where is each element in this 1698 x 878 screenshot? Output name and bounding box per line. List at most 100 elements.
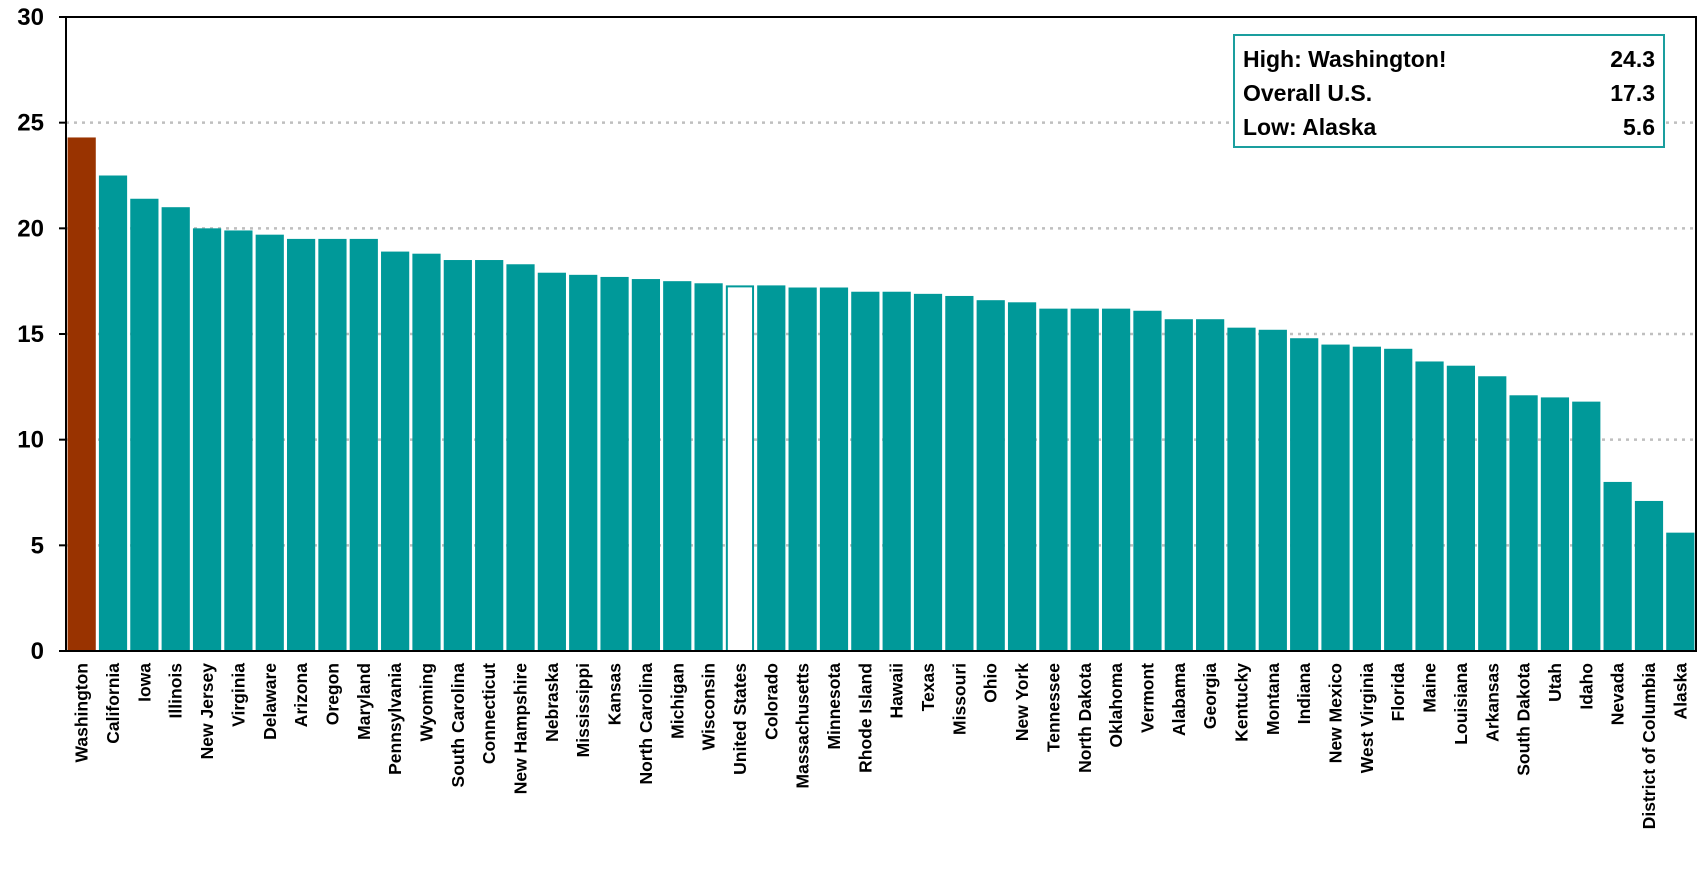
legend-value: 17.3 xyxy=(1610,80,1655,106)
y-tick-label: 30 xyxy=(17,4,44,31)
bar xyxy=(318,238,347,651)
bar xyxy=(1572,401,1601,651)
bar xyxy=(976,300,1005,651)
bar xyxy=(1634,500,1664,651)
x-tick-label: Wyoming xyxy=(416,663,436,741)
bar xyxy=(851,291,880,651)
x-tick-label: Hawaii xyxy=(887,663,907,718)
x-tick-label: North Dakota xyxy=(1075,663,1095,773)
y-tick-label: 5 xyxy=(31,532,44,559)
x-tick-label: California xyxy=(103,663,123,744)
x-tick-label: North Carolina xyxy=(636,663,656,785)
x-tick-label: Oregon xyxy=(322,663,342,725)
bar xyxy=(381,251,410,651)
bar xyxy=(600,276,629,651)
bar xyxy=(1478,376,1507,651)
x-tick-label: United States xyxy=(730,663,750,775)
x-tick-label: Kansas xyxy=(605,663,625,726)
bar xyxy=(1039,308,1068,651)
legend-row-low: Low: Alaska 5.6 xyxy=(1243,110,1655,144)
x-tick-label: Delaware xyxy=(260,663,280,740)
x-tick-label: Alabama xyxy=(1169,663,1189,736)
y-tick-label: 10 xyxy=(17,427,44,454)
x-tick-label: Missouri xyxy=(949,663,969,735)
x-tick-label: Pennsylvania xyxy=(385,663,405,775)
bar xyxy=(1446,365,1476,651)
bar xyxy=(1227,327,1256,651)
legend-value: 5.6 xyxy=(1623,114,1655,140)
x-tick-label: Illinois xyxy=(166,663,186,719)
bar xyxy=(694,283,723,651)
x-tick-label: Virginia xyxy=(228,663,248,727)
legend-label: Low: Alaska xyxy=(1243,114,1377,140)
x-tick-label: Arizona xyxy=(291,663,311,727)
bar xyxy=(882,291,911,651)
bar xyxy=(1007,302,1037,651)
y-tick-label: 0 xyxy=(31,638,44,665)
bar xyxy=(1101,308,1131,651)
y-tick-label: 25 xyxy=(17,110,44,137)
x-tick-label: Maryland xyxy=(354,663,374,740)
x-tick-label: Iowa xyxy=(134,663,154,702)
legend-label: Overall U.S. xyxy=(1243,80,1373,106)
x-tick-label: Tennessee xyxy=(1043,663,1063,752)
x-tick-label: Vermont xyxy=(1137,663,1157,733)
x-tick-label: Nevada xyxy=(1608,663,1628,726)
bar xyxy=(224,230,253,651)
x-tick-label: Nebraska xyxy=(542,663,562,742)
bar xyxy=(130,198,159,651)
x-tick-label: New Hampshire xyxy=(511,663,531,795)
x-tick-label: Utah xyxy=(1545,663,1565,702)
x-tick-label: Mississippi xyxy=(573,663,593,757)
bar xyxy=(537,272,566,651)
legend-value: 24.3 xyxy=(1610,46,1655,72)
legend-row-overall: Overall U.S. 17.3 xyxy=(1243,76,1655,110)
bar xyxy=(1321,344,1350,651)
x-tick-label: Texas xyxy=(918,663,938,712)
x-tick-label: Michigan xyxy=(667,663,687,739)
x-tick-label: Arkansas xyxy=(1482,663,1502,742)
bar xyxy=(412,253,441,651)
x-tick-label: District of Columbia xyxy=(1639,663,1659,830)
x-tick-label: Washington xyxy=(72,663,92,762)
x-tick-label: New Mexico xyxy=(1326,663,1346,763)
bar xyxy=(286,238,316,651)
bar xyxy=(161,207,190,651)
bar xyxy=(1666,532,1695,651)
bar xyxy=(1133,310,1162,651)
x-tick-label: Minnesota xyxy=(824,663,844,750)
x-tick-label: Idaho xyxy=(1576,663,1596,710)
bar xyxy=(67,137,96,651)
bar xyxy=(819,287,849,651)
bar xyxy=(349,238,378,651)
x-tick-label: Colorado xyxy=(761,663,781,740)
bar xyxy=(1384,348,1413,651)
bars xyxy=(67,137,1695,652)
bar xyxy=(788,287,817,651)
x-tick-label: Indiana xyxy=(1294,663,1314,725)
x-tick-label: Montana xyxy=(1263,663,1283,735)
x-tick-label: Rhode Island xyxy=(855,663,875,773)
x-tick-label: South Dakota xyxy=(1514,663,1534,776)
bar xyxy=(913,293,943,651)
x-tick-label: Alaska xyxy=(1670,663,1690,720)
bar xyxy=(1352,346,1381,651)
bar xyxy=(1415,361,1444,651)
bar xyxy=(443,260,472,651)
bar xyxy=(255,234,284,652)
bar xyxy=(663,281,692,651)
x-tick-labels: Washington California Iowa Illinois New Jers… xyxy=(72,663,1691,830)
x-tick-label: Connecticut xyxy=(479,663,499,764)
bar xyxy=(475,260,504,651)
legend-label: High: Washington! xyxy=(1243,46,1447,72)
x-tick-label: Ohio xyxy=(981,663,1001,703)
x-tick-label: Massachusetts xyxy=(793,663,813,789)
legend-row-high: High: Washington! 24.3 xyxy=(1243,42,1655,76)
summary-legend: High: Washington! 24.3 Overall U.S. 17.3… xyxy=(1233,34,1665,148)
bar xyxy=(1258,329,1287,651)
x-tick-label: Oklahoma xyxy=(1106,663,1126,748)
bar xyxy=(725,285,755,652)
y-tick-labels: 0 5 10 15 20 25 30 xyxy=(17,4,66,665)
bar xyxy=(1070,308,1099,651)
